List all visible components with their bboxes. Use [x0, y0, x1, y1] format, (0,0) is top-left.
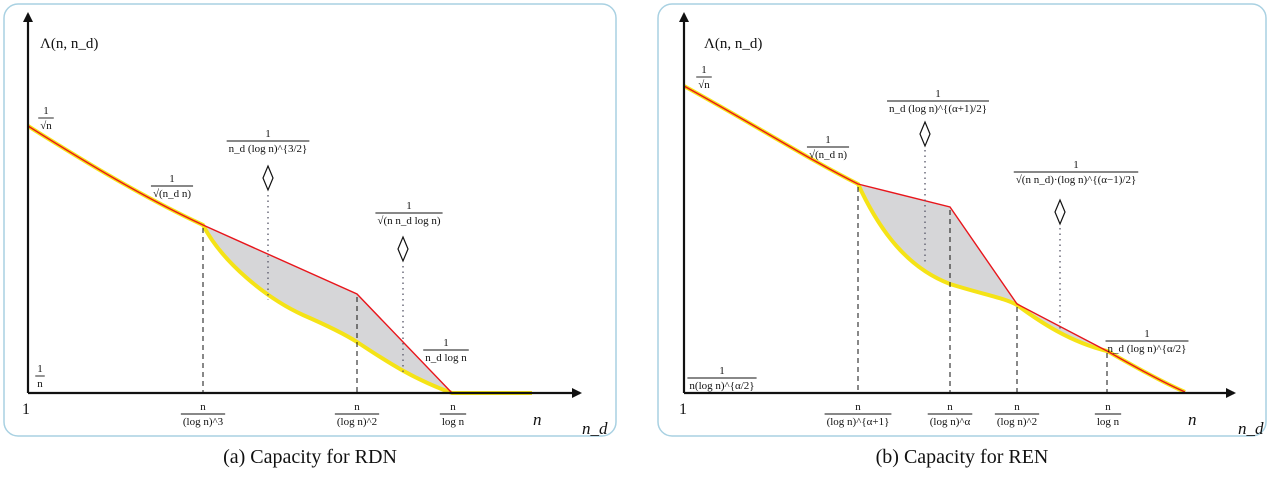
panel-a-curve-label-1-denominator: √(n_d n): [153, 188, 191, 200]
panel-b-caption: (b) Capacity for REN: [875, 446, 1049, 468]
panel-b-x-tick-2: n (log n)^α: [927, 401, 973, 428]
panel-b-curve-label-3-denominator: √(n n_d)·(log n)^{(α−1)/2}: [1016, 174, 1136, 186]
panel-a-x-tick-3-denominator: log n: [442, 416, 465, 428]
panel-a-caption: (a) Capacity for RDN: [223, 446, 397, 468]
panel-b-y-top-label-denominator: √n: [698, 79, 710, 91]
panel-a-x-tick-2-denominator: (log n)^2: [337, 416, 377, 428]
panel-b-y-top-label-numerator: 1: [701, 64, 707, 76]
panel-b-diamond-marker-1: [919, 120, 931, 148]
panel-b-y-low-label-denominator: n(log n)^{α/2}: [689, 380, 754, 392]
panel-b-x-tick-3: n (log n)^2: [994, 401, 1040, 428]
panel-a-curve-label-4-numerator: 1: [443, 337, 449, 349]
panel-a-curve-label-4: 1 n_d log n: [423, 337, 469, 364]
panel-a-curve-label-2-numerator: 1: [265, 128, 271, 140]
panel-b-curve-label-4-denominator: n_d (log n)^{α/2}: [1108, 343, 1187, 355]
panel-b-x-tick-1: n (log n)^{α+1}: [824, 401, 892, 428]
panel-b-y-axis-label: Λ(n, n_d): [704, 36, 762, 52]
panel-b-x-tick-3-numerator: n: [1014, 401, 1020, 413]
panel-b-x-end-label: n: [1188, 410, 1197, 429]
panel-a-x-tick-3-numerator: n: [450, 401, 456, 413]
panel-a-x-end-label: n: [533, 410, 542, 429]
panel-b-curve-label-4: 1 n_d (log n)^{α/2}: [1105, 328, 1189, 355]
panel-b-curve-label-2-numerator: 1: [935, 88, 941, 100]
panel-a-upper-bound-curve: [27, 125, 532, 394]
panel-b-gap-region: [858, 184, 1107, 351]
panel-b-x-tick-2-numerator: n: [947, 401, 953, 413]
panel-a-curve-label-2: 1 n_d (log n)^{3/2}: [226, 128, 310, 155]
panel-b-origin-label: 1: [679, 401, 687, 418]
panel-a: [3, 3, 617, 437]
panel-b-y-low-label-numerator: 1: [719, 365, 725, 377]
panel-b-y-low-label: 1 n(log n)^{α/2}: [687, 365, 757, 392]
panel-b-frame: [657, 3, 1267, 437]
panel-a-x-tick-1: n (log n)^3: [180, 401, 226, 428]
panel-a-curve-label-3-numerator: 1: [406, 200, 412, 212]
panel-a-curve-label-4-denominator: n_d log n: [425, 352, 467, 364]
panel-b-curve-label-3: 1 √(n n_d)·(log n)^{(α−1)/2}: [1013, 159, 1139, 186]
panel-a-x-tick-3: n log n: [439, 401, 467, 428]
panel-a-x-tick-1-numerator: n: [200, 401, 206, 413]
panel-a-curve-label-1: 1 √(n_d n): [150, 173, 194, 200]
panel-b-curve-label-2: 1 n_d (log n)^{(α+1)/2}: [887, 88, 989, 115]
panel-a-x-axis-label: n_d: [582, 419, 608, 438]
panel-a-x-tick-1-denominator: (log n)^3: [183, 416, 224, 428]
panel-a-diamond-marker-1: [262, 164, 274, 192]
panel-a-curve-label-3-denominator: √(n n_d log n): [377, 215, 441, 227]
panel-b-x-axis-label: n_d: [1238, 419, 1264, 438]
panel-b-curve-label-4-numerator: 1: [1144, 328, 1150, 340]
panel-b-x-tick-4-denominator: log n: [1097, 416, 1120, 428]
panel-b-x-tick-3-denominator: (log n)^2: [997, 416, 1037, 428]
panel-a-y-axis-label: Λ(n, n_d): [40, 36, 98, 52]
panel-a-y-top-label-numerator: 1: [43, 105, 49, 117]
panel-a-curve-label-3: 1 √(n n_d log n): [375, 200, 443, 227]
panel-a-y-top-label-denominator: √n: [40, 120, 52, 132]
panel-a-y-low-label: 1n: [35, 363, 45, 390]
panel-b: [657, 3, 1267, 437]
panel-b-upper-bound-curve: [683, 85, 1186, 393]
panel-b-curve-label-2-denominator: n_d (log n)^{(α+1)/2}: [889, 103, 987, 115]
panel-a-y-low-label-numerator: 1: [37, 363, 43, 375]
panel-a-x-tick-2: n (log n)^2: [334, 401, 380, 428]
panel-b-y-top-label: 1 √n: [696, 64, 712, 91]
panel-a-curve-label-1-numerator: 1: [169, 173, 175, 185]
panel-b-curve-label-1-numerator: 1: [825, 134, 831, 146]
panel-a-y-top-label: 1 √n: [38, 105, 54, 132]
panel-b-curve-label-1: 1 √(n_d n): [806, 134, 850, 161]
panel-a-diamond-marker-2: [397, 235, 409, 263]
panel-b-x-tick-4: n log n: [1094, 401, 1122, 428]
panel-a-x-tick-2-numerator: n: [354, 401, 360, 413]
panel-b-x-tick-2-denominator: (log n)^α: [930, 416, 971, 428]
panel-a-curve-label-2-denominator: n_d (log n)^{3/2}: [229, 143, 308, 155]
panel-a-frame: [3, 3, 617, 437]
panel-b-diamond-marker-2: [1054, 198, 1066, 226]
panel-a-y-low-label-denominator: n: [37, 378, 43, 390]
panel-b-curve-label-1-denominator: √(n_d n): [809, 149, 847, 161]
panel-b-x-tick-4-numerator: n: [1105, 401, 1111, 413]
panel-b-x-tick-1-denominator: (log n)^{α+1}: [827, 416, 890, 428]
panel-b-x-tick-1-numerator: n: [855, 401, 861, 413]
panel-a-gap-region: [203, 225, 452, 393]
panel-a-origin-label: 1: [22, 401, 30, 418]
panel-b-curve-label-3-numerator: 1: [1073, 159, 1079, 171]
